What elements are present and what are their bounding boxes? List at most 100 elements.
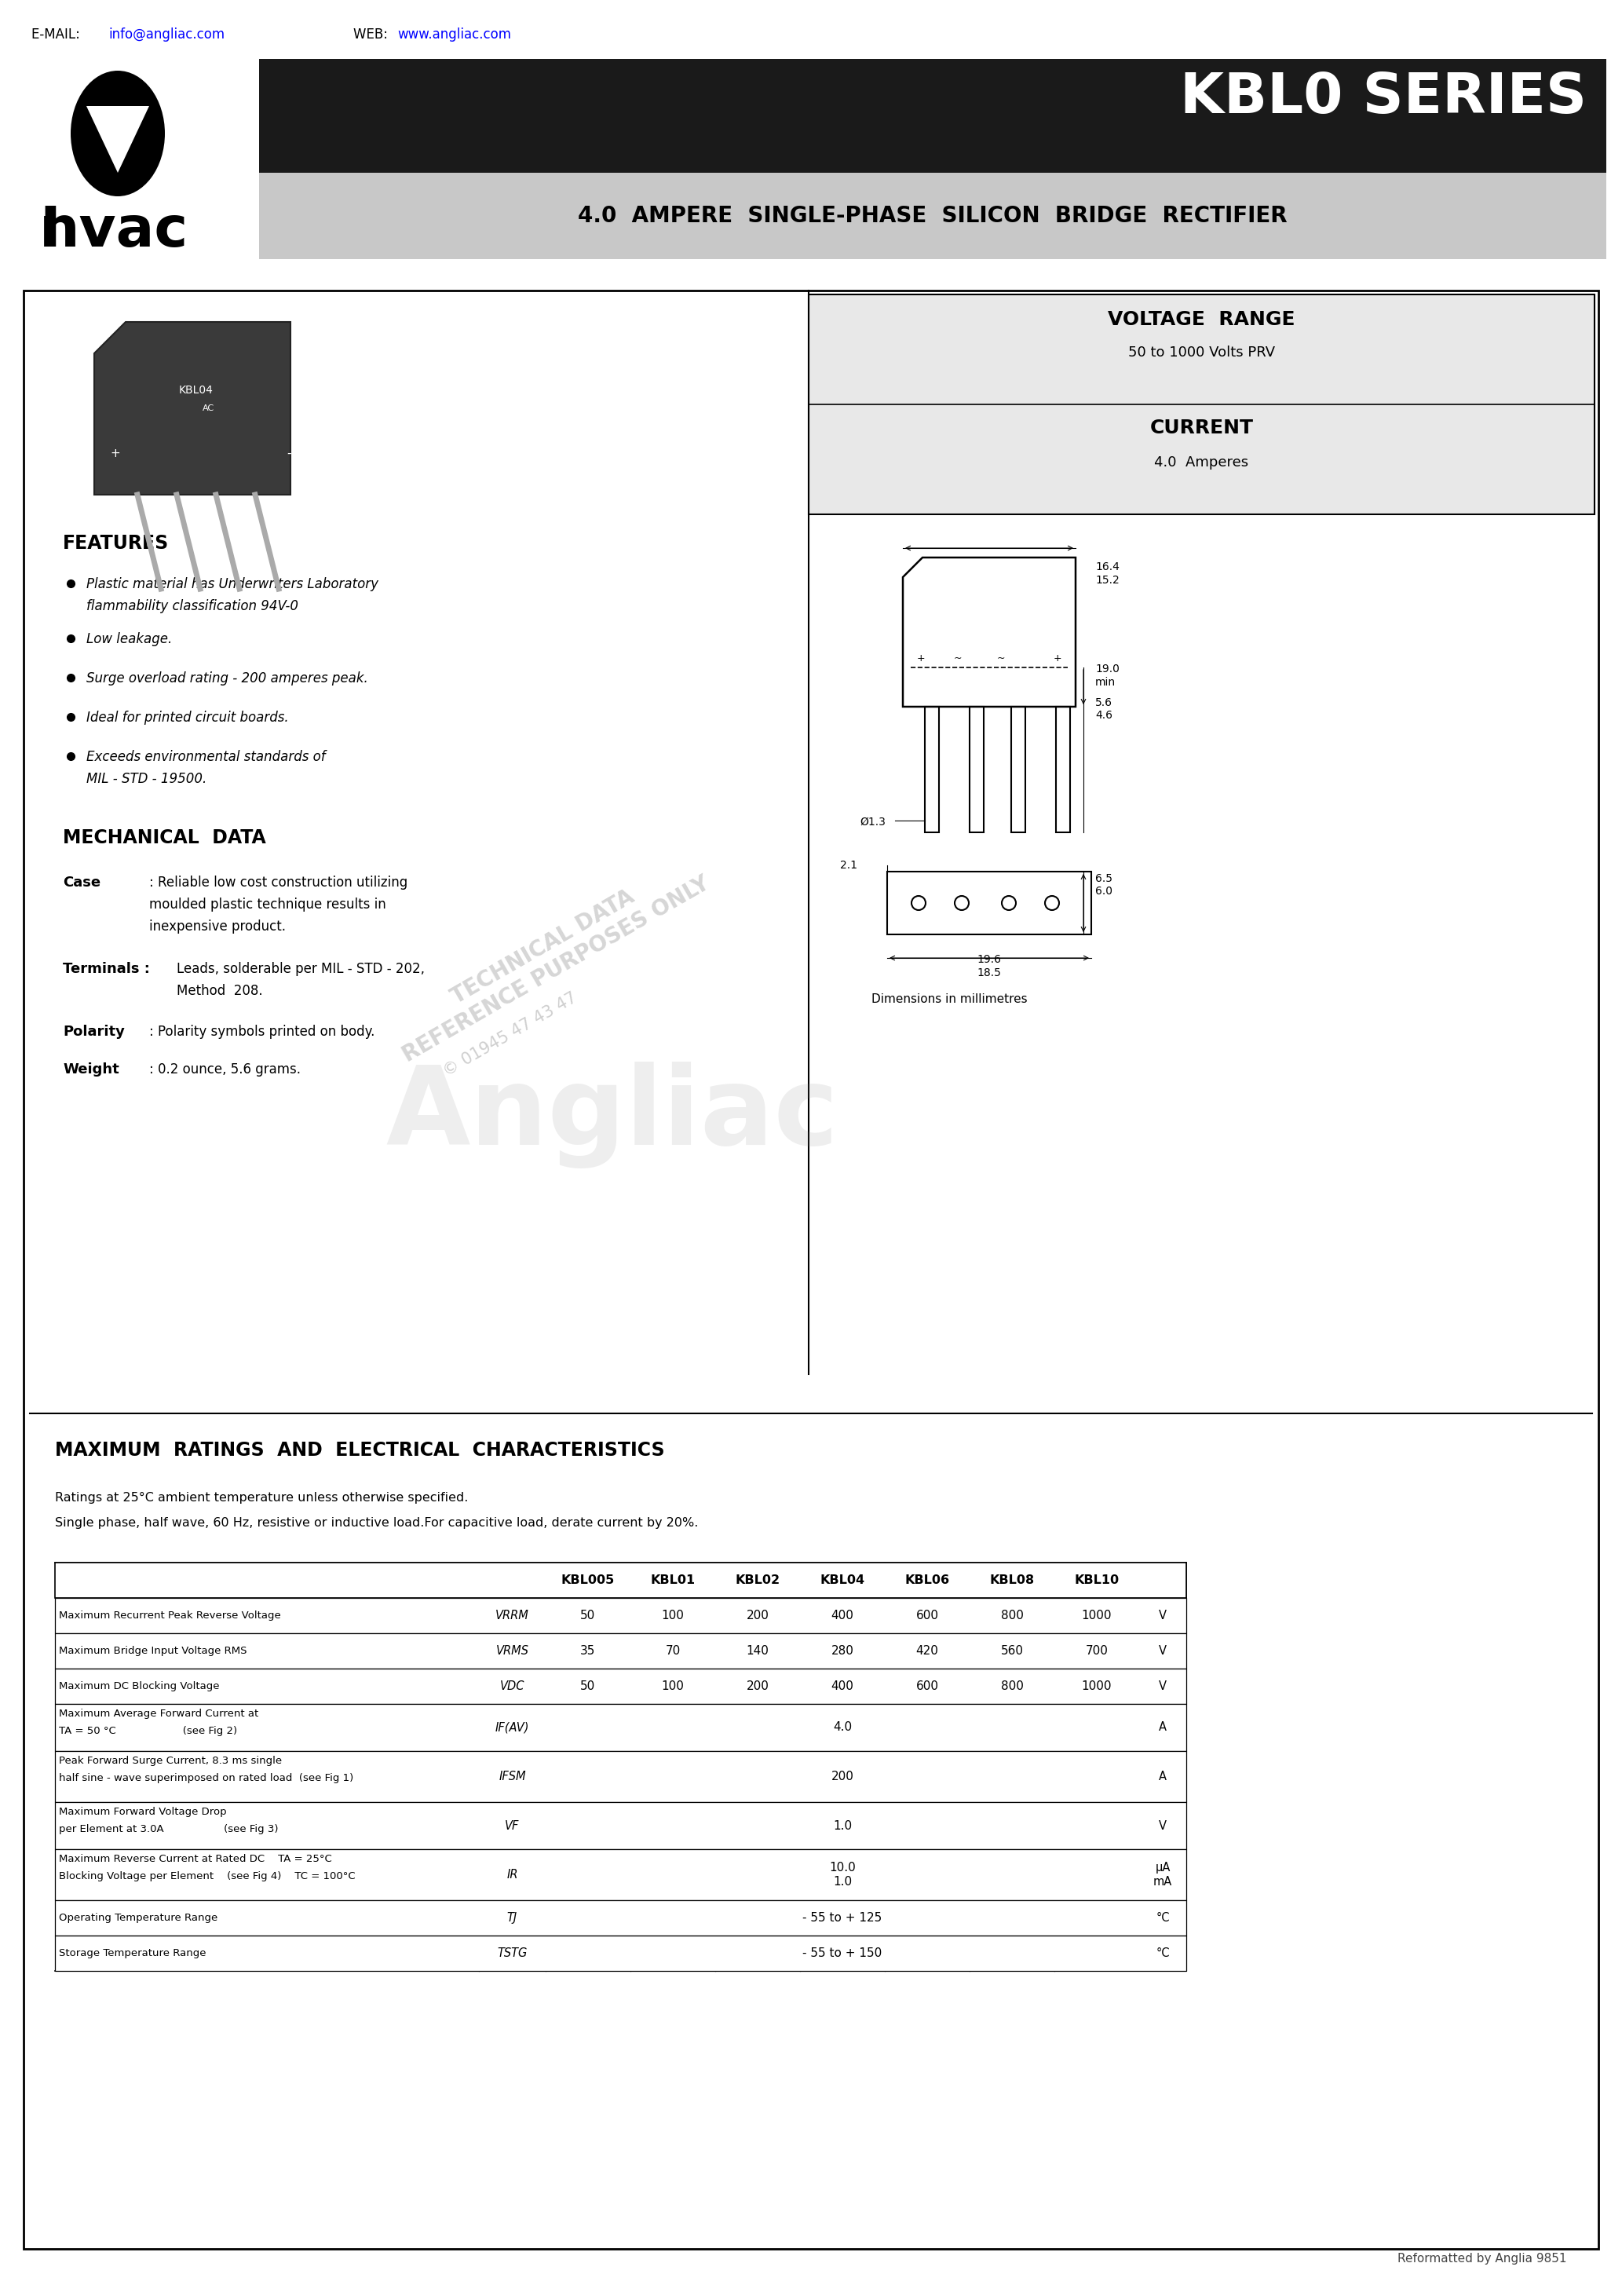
Text: IR: IR (506, 1869, 517, 1880)
Text: Operating Temperature Range: Operating Temperature Range (58, 1913, 217, 1924)
Bar (55, 1669, 1186, 1704)
Text: : Polarity symbols printed on body.: : Polarity symbols printed on body. (149, 1024, 375, 1038)
Text: : Reliable low cost construction utilizing: : Reliable low cost construction utilizi… (149, 875, 407, 889)
Text: Maximum Bridge Input Voltage RMS: Maximum Bridge Input Voltage RMS (58, 1646, 247, 1655)
Bar (55, 1752, 1186, 1802)
Text: A: A (1158, 1770, 1166, 1782)
Text: VOLTAGE  RANGE: VOLTAGE RANGE (1108, 310, 1296, 328)
Bar (809, 294, 1594, 514)
Text: Maximum Forward Voltage Drop: Maximum Forward Voltage Drop (58, 1807, 227, 1816)
Text: MECHANICAL  DATA: MECHANICAL DATA (63, 829, 266, 847)
Text: Surge overload rating - 200 amperes peak.: Surge overload rating - 200 amperes peak… (86, 670, 368, 687)
Text: V: V (1158, 1644, 1166, 1658)
Text: A: A (1158, 1722, 1166, 1733)
Text: TECHNICAL DATA
REFERENCE PURPOSES ONLY: TECHNICAL DATA REFERENCE PURPOSES ONLY (386, 850, 714, 1065)
Text: VDC: VDC (500, 1681, 524, 1692)
Text: 700: 700 (1085, 1644, 1108, 1658)
Text: μA
mA: μA mA (1153, 1862, 1173, 1887)
Text: 400: 400 (830, 1681, 853, 1692)
Text: 6.0: 6.0 (1095, 886, 1113, 898)
Text: 560: 560 (1001, 1644, 1023, 1658)
Bar (55, 1848, 1186, 1901)
Text: Maximum Average Forward Current at: Maximum Average Forward Current at (58, 1708, 258, 1720)
Ellipse shape (71, 71, 165, 195)
Text: www.angliac.com: www.angliac.com (397, 28, 511, 41)
Text: flammability classification 94V-0: flammability classification 94V-0 (86, 599, 298, 613)
Text: 16.4: 16.4 (1095, 563, 1119, 572)
Text: TSTG: TSTG (498, 1947, 527, 1958)
Text: 15.2: 15.2 (1095, 574, 1119, 585)
Text: Case: Case (63, 875, 101, 889)
Text: 50 to 1000 Volts PRV: 50 to 1000 Volts PRV (1129, 344, 1275, 360)
Bar (970, 707, 983, 833)
Text: - 55 to + 125: - 55 to + 125 (803, 1913, 882, 1924)
Bar (55, 1936, 1186, 1970)
Text: Angliac: Angliac (386, 1061, 839, 1169)
Text: 200: 200 (746, 1609, 769, 1621)
Text: WEB:: WEB: (354, 28, 393, 41)
Text: 2.1: 2.1 (840, 859, 858, 870)
Text: VRMS: VRMS (496, 1644, 529, 1658)
Text: 280: 280 (830, 1644, 853, 1658)
Text: Maximum Recurrent Peak Reverse Voltage: Maximum Recurrent Peak Reverse Voltage (58, 1609, 281, 1621)
Text: 1000: 1000 (1082, 1681, 1113, 1692)
Text: info@angliac.com: info@angliac.com (109, 28, 224, 41)
Text: Maximum Reverse Current at Rated DC    TA = 25°C: Maximum Reverse Current at Rated DC TA =… (58, 1853, 333, 1864)
Text: Ratings at 25°C ambient temperature unless otherwise specified.: Ratings at 25°C ambient temperature unle… (55, 1492, 469, 1504)
Text: : 0.2 ounce, 5.6 grams.: : 0.2 ounce, 5.6 grams. (149, 1063, 300, 1077)
Text: Terminals :: Terminals : (63, 962, 149, 976)
Text: 4.6: 4.6 (1095, 709, 1113, 721)
Text: Plastic material has Underwriters Laboratory: Plastic material has Underwriters Labora… (86, 576, 378, 592)
Bar (55, 1901, 1186, 1936)
Text: Exceeds environmental standards of: Exceeds environmental standards of (86, 751, 326, 765)
Text: 10.0
1.0: 10.0 1.0 (829, 1862, 856, 1887)
Text: 50: 50 (581, 1609, 595, 1621)
Text: +: + (1054, 654, 1062, 664)
Text: 1000: 1000 (1082, 1609, 1113, 1621)
Text: IFSM: IFSM (498, 1770, 526, 1782)
Bar (55, 1802, 1186, 1848)
Text: min: min (1095, 677, 1116, 689)
Text: Ø1.3: Ø1.3 (860, 817, 886, 827)
Text: 200: 200 (746, 1681, 769, 1692)
Text: KBL04: KBL04 (821, 1575, 865, 1587)
Polygon shape (86, 106, 149, 172)
Text: Weight: Weight (63, 1063, 118, 1077)
Bar (55, 1564, 1186, 1598)
Text: 600: 600 (916, 1681, 939, 1692)
Text: 4.0  AMPERE  SINGLE-PHASE  SILICON  BRIDGE  RECTIFIER: 4.0 AMPERE SINGLE-PHASE SILICON BRIDGE R… (577, 204, 1288, 227)
Text: TA = 50 °C                    (see Fig 2): TA = 50 °C (see Fig 2) (58, 1727, 237, 1736)
Bar (55, 1632, 1186, 1669)
Text: © 01945 47 43 47: © 01945 47 43 47 (441, 990, 581, 1079)
Text: - 55 to + 150: - 55 to + 150 (803, 1947, 882, 1958)
Text: 420: 420 (916, 1644, 939, 1658)
Text: Storage Temperature Range: Storage Temperature Range (58, 1947, 206, 1958)
Text: Peak Forward Surge Current, 8.3 ms single: Peak Forward Surge Current, 8.3 ms singl… (58, 1756, 282, 1766)
Text: 35: 35 (581, 1644, 595, 1658)
Text: VRRM: VRRM (495, 1609, 529, 1621)
Text: 19.0: 19.0 (1095, 664, 1119, 675)
Text: Polarity: Polarity (63, 1024, 125, 1038)
Text: -: - (287, 448, 290, 459)
Text: inexpensive product.: inexpensive product. (149, 918, 285, 934)
Text: ~: ~ (998, 654, 1006, 664)
Text: half sine - wave superimposed on rated load  (see Fig 1): half sine - wave superimposed on rated l… (58, 1773, 354, 1784)
Text: 600: 600 (916, 1609, 939, 1621)
Text: 4.0: 4.0 (834, 1722, 852, 1733)
Text: CURRENT: CURRENT (1150, 418, 1254, 436)
Text: Reformatted by Anglia 9851: Reformatted by Anglia 9851 (1398, 2252, 1567, 2264)
Text: KBL0 SERIES: KBL0 SERIES (1179, 71, 1586, 124)
Text: Blocking Voltage per Element    (see Fig 4)    TC = 100°C: Blocking Voltage per Element (see Fig 4)… (58, 1871, 355, 1880)
Bar (55, 1598, 1186, 1632)
Text: Single phase, half wave, 60 Hz, resistive or inductive load.For capacitive load,: Single phase, half wave, 60 Hz, resistiv… (55, 1518, 697, 1529)
Text: Leads, solderable per MIL - STD - 202,: Leads, solderable per MIL - STD - 202, (177, 962, 425, 976)
Text: per Element at 3.0A                  (see Fig 3): per Element at 3.0A (see Fig 3) (58, 1823, 279, 1835)
Text: E-MAIL:: E-MAIL: (31, 28, 84, 41)
Text: Dimensions in millimetres: Dimensions in millimetres (871, 994, 1027, 1006)
Text: 100: 100 (662, 1609, 684, 1621)
Text: 800: 800 (1001, 1609, 1023, 1621)
Text: KBL06: KBL06 (905, 1575, 949, 1587)
Text: Low leakage.: Low leakage. (86, 631, 172, 645)
Text: Maximum DC Blocking Voltage: Maximum DC Blocking Voltage (58, 1681, 219, 1692)
Text: MAXIMUM  RATINGS  AND  ELECTRICAL  CHARACTERISTICS: MAXIMUM RATINGS AND ELECTRICAL CHARACTER… (55, 1442, 665, 1460)
